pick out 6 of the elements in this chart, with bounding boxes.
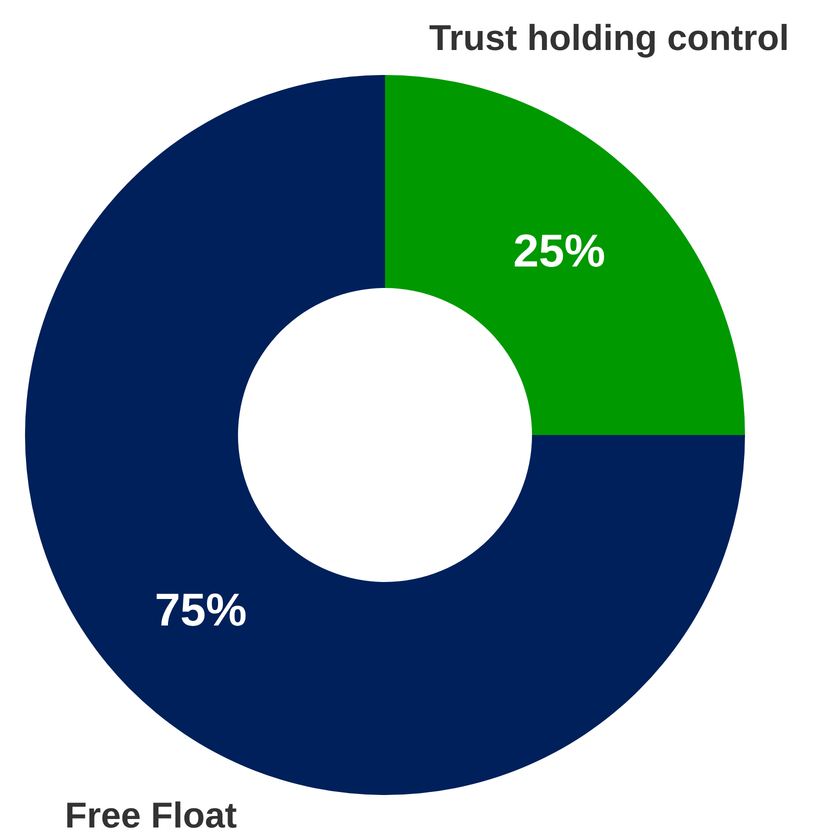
- slice-label: Trust holding control: [429, 17, 790, 58]
- slice-label: Free Float: [64, 794, 237, 836]
- data-label: 75%: [154, 583, 247, 636]
- data-label: 25%: [513, 224, 606, 277]
- donut-slice: [25, 75, 745, 795]
- donut-slice: [385, 75, 745, 435]
